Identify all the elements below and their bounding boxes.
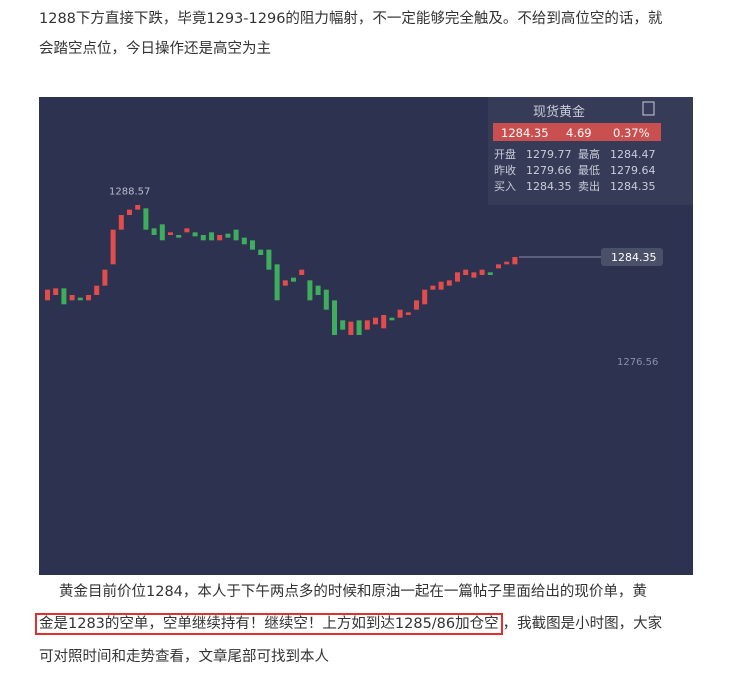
candle <box>364 320 370 330</box>
panel-cell: 最低 <box>578 164 600 177</box>
candle <box>151 228 157 235</box>
candle <box>118 215 124 230</box>
candle <box>315 285 321 295</box>
candle <box>430 285 436 290</box>
candle <box>209 232 214 241</box>
candle <box>463 269 469 275</box>
candle <box>200 235 206 241</box>
chart: 现货黄金 1284.35 4.69 0.37% 1284.35 1288.57 12… <box>39 97 693 575</box>
candle <box>471 272 477 278</box>
panel-cell: 昨收 <box>494 163 516 177</box>
candle <box>233 229 239 241</box>
candle <box>127 209 132 215</box>
icon[interactable] <box>642 101 655 116</box>
candle <box>135 205 141 210</box>
text-line: 会踏空点位，今日操作还是高空为主 <box>39 41 271 57</box>
candle <box>299 269 305 275</box>
candle <box>168 232 173 235</box>
candle <box>176 235 182 238</box>
candle <box>438 281 444 290</box>
price-tag <box>601 248 663 266</box>
candle <box>69 295 75 301</box>
candle <box>512 257 518 265</box>
panel-price: 1284.35 <box>501 126 549 140</box>
candle <box>250 240 255 250</box>
candle <box>307 280 313 301</box>
candle <box>332 300 337 335</box>
text-line: 1288下方直接下跌，毕竟1293-1296的阻力幅射，不一定能够完全触及。不给… <box>39 11 663 27</box>
panel-cell: 1279.66 <box>526 164 572 177</box>
candle <box>53 288 59 295</box>
candle <box>397 309 403 318</box>
candle <box>422 289 428 305</box>
panel-cell: 卖出 <box>578 179 600 193</box>
candle <box>217 235 223 241</box>
candle <box>291 277 296 282</box>
candle <box>479 269 485 275</box>
candle <box>414 300 419 310</box>
candle <box>487 272 493 275</box>
candle <box>340 320 346 330</box>
panel-change-pct: 0.37% <box>613 126 650 140</box>
text-line: 可对照时间和走势查看，文章尾部可找到本人 <box>39 649 329 665</box>
panel-cell: 1279.64 <box>610 164 656 177</box>
high-label: 1288.57 <box>109 187 150 198</box>
candle <box>504 261 510 265</box>
candle <box>102 269 108 286</box>
price-tag-label: 1284.35 <box>611 251 657 264</box>
panel-cell: 1284.35 <box>610 180 656 193</box>
candle <box>405 312 411 315</box>
highlight-box: 金是1283的空单，空单继续持有！继续空！上方如到达1285/86加仓空 <box>35 613 503 635</box>
panel-change: 4.69 <box>566 126 592 140</box>
panel-cell: 1284.35 <box>526 180 572 193</box>
candle <box>266 249 272 270</box>
candle <box>389 317 395 321</box>
candle <box>455 272 460 282</box>
panel-cell: 买入 <box>494 180 516 193</box>
candle <box>77 297 83 301</box>
candle <box>356 320 362 335</box>
candle <box>225 233 231 238</box>
candle <box>241 237 247 245</box>
text: ，我截图是小时图，大家 <box>502 616 663 632</box>
price-bar <box>493 123 661 141</box>
panel-title: 现货黄金 <box>533 104 585 120</box>
candle <box>94 285 100 295</box>
candle <box>45 289 50 301</box>
low-label: 1276.56 <box>617 357 658 368</box>
candle <box>159 224 165 241</box>
candle <box>373 317 378 325</box>
candle <box>143 208 149 230</box>
candle <box>86 295 91 301</box>
panel-cell: 1279.77 <box>526 148 572 161</box>
candle <box>446 280 452 286</box>
candle <box>274 264 280 301</box>
candle <box>258 249 264 255</box>
panel-cell: 开盘 <box>494 147 516 161</box>
candle <box>323 289 329 310</box>
panel-cell: 1284.47 <box>610 148 656 161</box>
candle <box>192 232 198 237</box>
candle <box>381 315 387 329</box>
candle <box>61 288 67 305</box>
text-line: 金是1283的空单，空单继续持有！继续空！上方如到达1285/86加仓空 ，我截图… <box>35 613 663 635</box>
candle <box>184 228 190 233</box>
candle <box>282 280 288 286</box>
panel-cell: 最高 <box>578 147 600 161</box>
candle <box>348 321 354 335</box>
text-line: 黄金目前价位1284，本人于下午两点多的时候和原油一起在一篇帖子里面给出的现价单… <box>59 584 647 600</box>
candle <box>496 264 501 269</box>
quote-panel <box>488 97 693 205</box>
candle <box>110 229 116 265</box>
